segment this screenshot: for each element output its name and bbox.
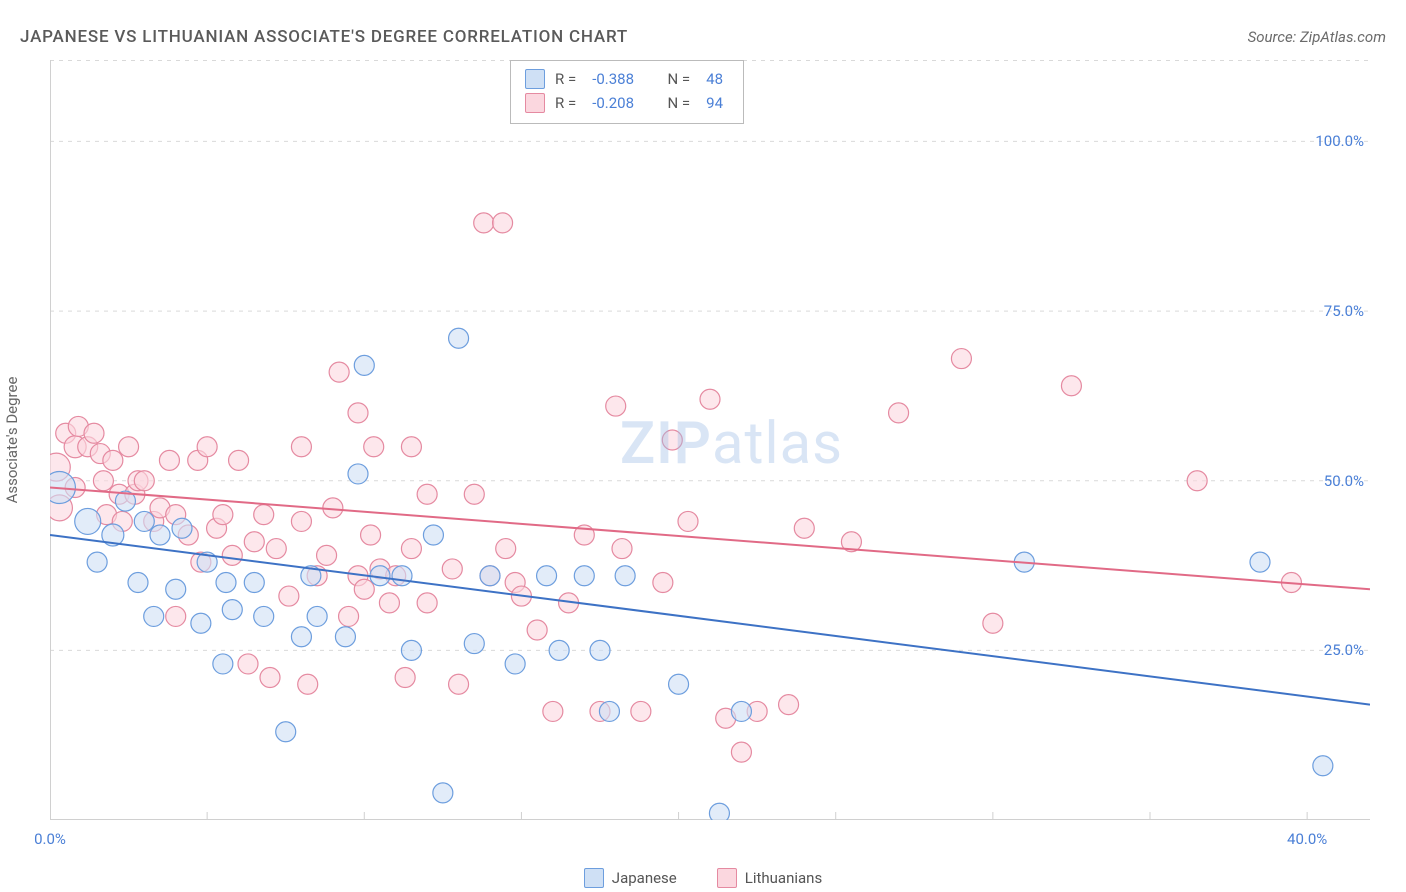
x-tick-label: 40.0%: [1287, 830, 1327, 848]
legend-item-lithuanians: Lithuanians: [717, 868, 822, 888]
swatch-icon: [717, 868, 737, 888]
legend-label: Japanese: [612, 869, 677, 887]
corr-n-label: N =: [667, 94, 690, 112]
y-axis-label: Associate's Degree: [3, 377, 21, 504]
corr-n-label: N =: [667, 70, 690, 88]
correlation-row: R = -0.388 N = 48: [525, 67, 729, 91]
corr-r-value: -0.208: [586, 94, 640, 112]
series-legend: Japanese Lithuanians: [0, 868, 1406, 888]
scatter-chart: ZIPatlas R =-0.388 N =48R =-0.208 N =94 …: [50, 60, 1370, 820]
swatch-icon: [525, 69, 545, 89]
corr-r-label: R =: [555, 70, 576, 88]
source-label: Source: ZipAtlas.com: [1248, 28, 1386, 46]
y-tick-label: 75.0%: [1324, 302, 1364, 320]
legend-item-japanese: Japanese: [584, 868, 677, 888]
chart-canvas: [50, 60, 1370, 820]
y-tick-label: 50.0%: [1324, 472, 1364, 490]
x-tick-label: 0.0%: [34, 830, 66, 848]
y-tick-label: 100.0%: [1315, 132, 1364, 150]
corr-n-value: 48: [700, 70, 729, 88]
corr-r-value: -0.388: [586, 70, 640, 88]
correlation-row: R = -0.208 N = 94: [525, 91, 729, 115]
swatch-icon: [584, 868, 604, 888]
y-tick-label: 25.0%: [1324, 641, 1364, 659]
legend-label: Lithuanians: [745, 869, 822, 887]
correlation-legend: R = -0.388 N = 48 R = -0.208 N = 94: [510, 60, 744, 124]
swatch-icon: [525, 93, 545, 113]
corr-n-value: 94: [700, 94, 729, 112]
header: JAPANESE VS LITHUANIAN ASSOCIATE'S DEGRE…: [0, 0, 1406, 56]
chart-title: JAPANESE VS LITHUANIAN ASSOCIATE'S DEGRE…: [20, 27, 628, 47]
corr-r-label: R =: [555, 94, 576, 112]
